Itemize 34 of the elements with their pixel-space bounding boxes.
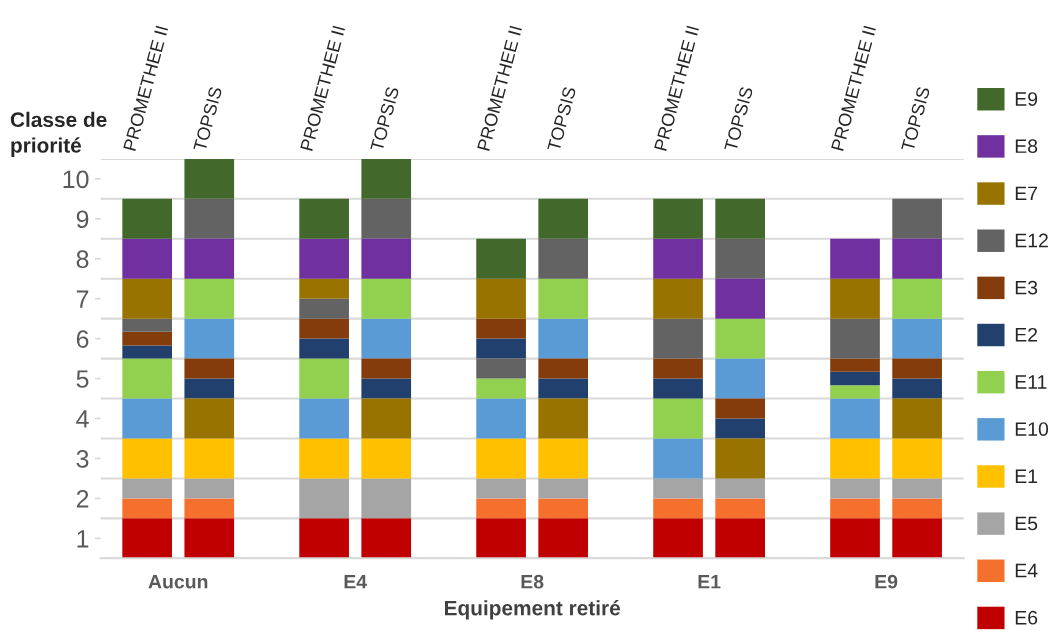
legend-label: E4	[1015, 563, 1038, 578]
x-tick-label: TOPSIS	[370, 86, 400, 153]
y-tick-label: 9	[76, 210, 89, 229]
text: Aucun	[148, 575, 208, 589]
legend-label: E11	[1015, 375, 1047, 389]
x-tick-label: TOPSIS	[193, 86, 223, 153]
text: E8	[521, 574, 544, 589]
y-tick-label: 3	[76, 450, 89, 468]
text: E1	[698, 575, 721, 589]
y-tick-label: 4	[76, 410, 89, 428]
x-axis-title: Equipement retiré	[444, 599, 620, 620]
x-tick-label: TOPSIS	[901, 86, 931, 153]
legend-label: E10	[1015, 422, 1049, 436]
legend-label: E2	[1015, 327, 1038, 342]
legend-label: E7	[1015, 186, 1038, 201]
y-tick-label: 8	[76, 250, 89, 269]
y-axis-title: Classe de priorité	[10, 111, 107, 157]
y-tick-label: 7	[76, 290, 89, 308]
text: E9	[875, 574, 898, 589]
legend-label: E8	[1015, 139, 1038, 154]
y-tick-label: 5	[76, 370, 89, 388]
legend-label: E1	[1015, 469, 1038, 483]
legend-label: E12	[1015, 233, 1048, 248]
legend-label: E9	[1015, 92, 1038, 106]
text: E4	[344, 575, 367, 589]
legend-label: E6	[1015, 610, 1038, 625]
legend-label: E3	[1015, 280, 1038, 295]
legend-label: E5	[1015, 516, 1038, 531]
y-tick-label: 2	[76, 489, 89, 508]
y-tick-label: 1	[77, 530, 89, 548]
y-tick-label: 10	[63, 170, 89, 189]
y-tick-label: 6	[76, 330, 89, 348]
x-tick-label: TOPSIS	[724, 86, 754, 153]
x-tick-label: TOPSIS	[547, 86, 577, 153]
